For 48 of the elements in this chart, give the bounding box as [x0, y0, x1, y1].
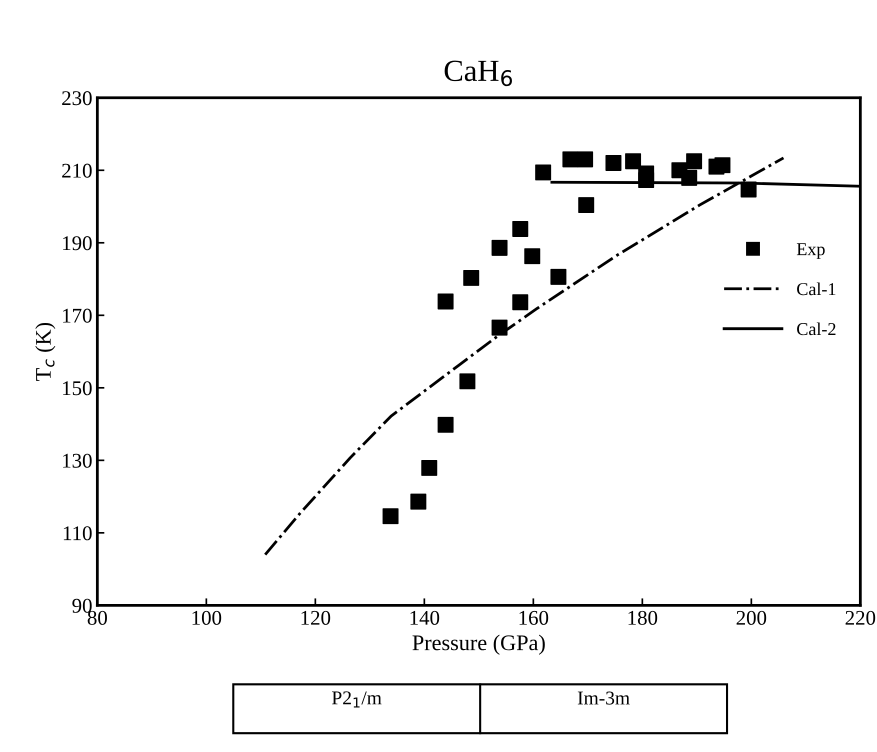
point	[382, 508, 399, 524]
x-tick-label: 140	[410, 610, 440, 625]
point	[512, 294, 528, 310]
y-tick-label: 110	[64, 526, 92, 540]
y-tick-label: 190	[63, 236, 92, 250]
point	[535, 164, 552, 180]
point	[421, 460, 438, 476]
point	[740, 182, 757, 198]
point	[512, 221, 528, 237]
point	[638, 172, 654, 188]
x-tick-label: 180	[628, 610, 658, 625]
point	[438, 294, 454, 310]
x-axis-title: Pressure (GPa)	[412, 634, 545, 655]
point	[459, 373, 476, 390]
point	[625, 153, 642, 170]
x-tick-label: 200	[736, 610, 766, 625]
y-tick-label: 230	[62, 91, 92, 106]
y-tick-label: 150	[63, 381, 92, 396]
point	[463, 270, 480, 286]
point	[686, 153, 702, 170]
point	[562, 151, 578, 168]
point	[492, 320, 508, 336]
y-axis-title: T$_{c}$ (K)	[35, 322, 56, 381]
point	[550, 268, 566, 285]
x-tick-label: 80	[88, 610, 107, 625]
y-tick-label: 130	[63, 454, 92, 468]
x-tick-label: 220	[846, 610, 876, 625]
chart-title: CaH$_{6}$	[444, 60, 512, 86]
legend-label: Cal-2	[797, 322, 836, 336]
point	[605, 155, 622, 171]
legend-label: Exp	[796, 243, 825, 259]
y-tick-label: 170	[63, 308, 92, 323]
x-tick-label: 160	[520, 610, 548, 625]
x-tick-label: 100	[192, 610, 222, 625]
point	[438, 416, 454, 433]
point	[714, 157, 730, 174]
y-tick-label: 90	[72, 598, 92, 613]
text: Im-3m	[578, 692, 630, 705]
point	[524, 248, 540, 264]
point	[681, 170, 698, 186]
x-tick-label: 120	[302, 610, 330, 625]
point	[410, 494, 426, 510]
point	[577, 151, 594, 168]
y-tick-label: 210	[62, 164, 92, 178]
point	[578, 197, 594, 214]
point	[492, 240, 508, 256]
legend-label: Cal-1	[797, 282, 836, 296]
text: P2$_{1}$/m	[332, 691, 382, 708]
